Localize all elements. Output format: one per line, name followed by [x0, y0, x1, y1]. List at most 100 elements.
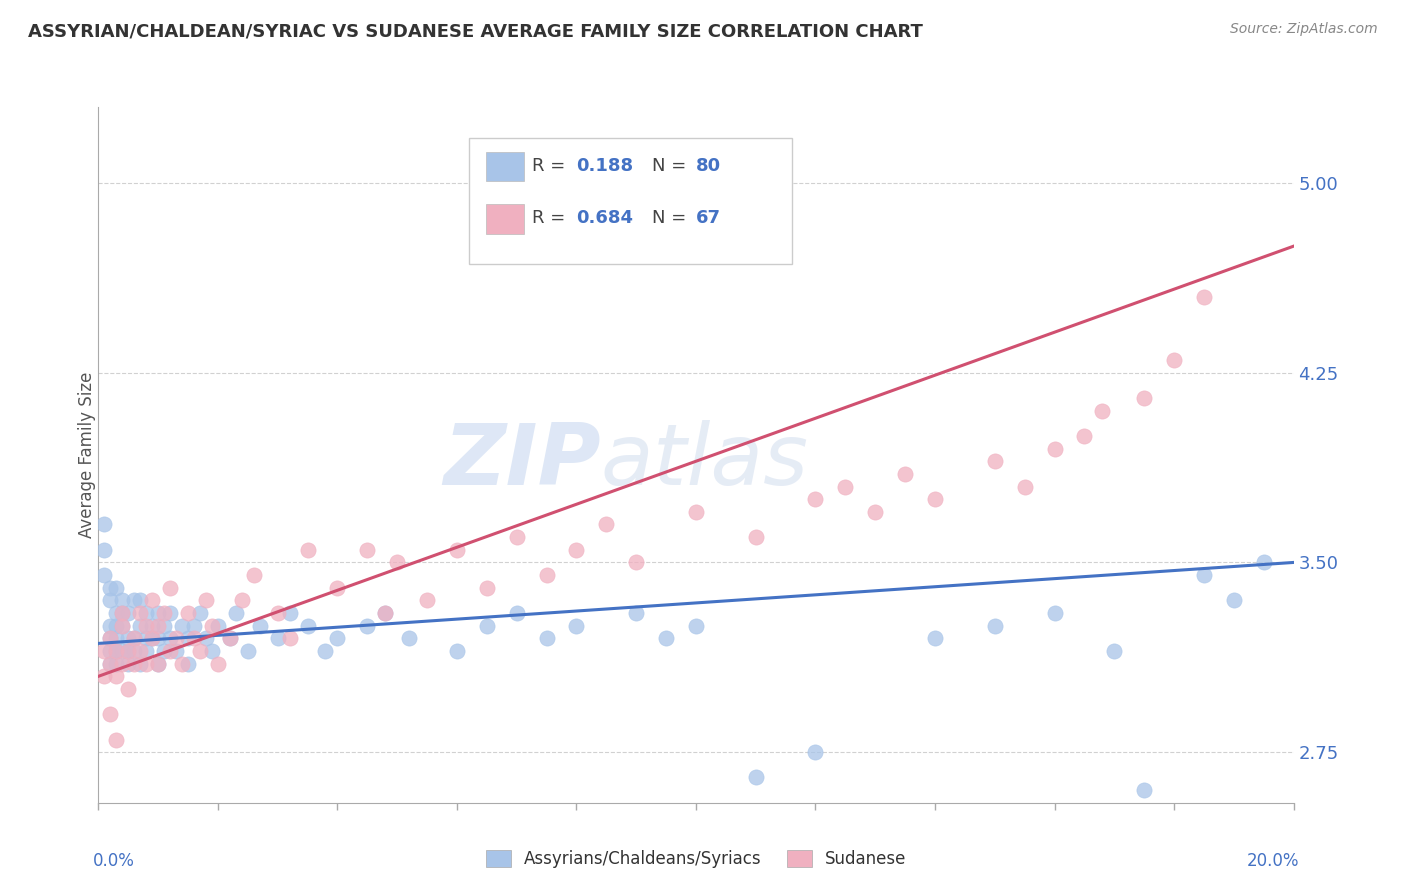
Point — [188, 644, 211, 658]
Point — [565, 542, 588, 557]
Point — [243, 568, 266, 582]
Text: N =: N = — [652, 157, 692, 175]
Point — [249, 618, 271, 632]
Point — [100, 581, 122, 595]
Point — [100, 644, 122, 658]
Point — [129, 606, 152, 620]
Text: R =: R = — [533, 210, 571, 227]
Point — [267, 606, 290, 620]
Point — [159, 581, 181, 595]
Point — [172, 657, 194, 671]
Point — [141, 593, 163, 607]
Point — [105, 606, 128, 620]
FancyBboxPatch shape — [485, 153, 524, 181]
Point — [100, 618, 122, 632]
Point — [1163, 353, 1185, 368]
Point — [100, 707, 122, 722]
Point — [326, 632, 349, 646]
Point — [207, 618, 229, 632]
Point — [1104, 644, 1126, 658]
Point — [1043, 442, 1066, 456]
Point — [626, 606, 648, 620]
Point — [278, 632, 301, 646]
Point — [135, 618, 157, 632]
Point — [159, 644, 181, 658]
Point — [141, 632, 163, 646]
Point — [297, 618, 319, 632]
Point — [111, 606, 134, 620]
Point — [93, 517, 115, 532]
Point — [475, 618, 498, 632]
Point — [105, 669, 128, 683]
Point — [416, 593, 439, 607]
Point — [111, 593, 134, 607]
Point — [93, 568, 115, 582]
Point — [117, 681, 139, 696]
Point — [129, 618, 152, 632]
Point — [124, 593, 146, 607]
Point — [159, 632, 181, 646]
Point — [105, 644, 128, 658]
Point — [398, 632, 420, 646]
Point — [93, 542, 115, 557]
Point — [111, 657, 134, 671]
Point — [172, 618, 194, 632]
Point — [148, 632, 170, 646]
Point — [984, 618, 1007, 632]
Point — [536, 632, 558, 646]
Text: 0.684: 0.684 — [576, 210, 634, 227]
Point — [100, 632, 122, 646]
Point — [834, 479, 856, 493]
Point — [385, 556, 409, 570]
Point — [894, 467, 917, 481]
Point — [93, 669, 115, 683]
Point — [105, 581, 128, 595]
Point — [165, 632, 187, 646]
Point — [225, 606, 247, 620]
Point — [148, 618, 170, 632]
Point — [105, 618, 128, 632]
Point — [117, 644, 139, 658]
Point — [201, 618, 224, 632]
Point — [129, 644, 152, 658]
Point — [315, 644, 337, 658]
Point — [141, 618, 163, 632]
Point — [177, 606, 200, 620]
Point — [111, 618, 134, 632]
Point — [135, 632, 157, 646]
Point — [1133, 783, 1156, 797]
Point — [565, 618, 588, 632]
Point — [117, 657, 139, 671]
Point — [135, 644, 157, 658]
Point — [124, 632, 146, 646]
Point — [100, 632, 122, 646]
Point — [1073, 429, 1095, 443]
Point — [148, 657, 170, 671]
Point — [924, 492, 946, 507]
Point — [655, 632, 678, 646]
Text: 0.0%: 0.0% — [93, 852, 135, 870]
Point — [195, 632, 218, 646]
Point — [595, 517, 617, 532]
Text: Source: ZipAtlas.com: Source: ZipAtlas.com — [1230, 22, 1378, 37]
Point — [183, 618, 205, 632]
Point — [475, 581, 498, 595]
Point — [148, 606, 170, 620]
Point — [153, 606, 176, 620]
Point — [1192, 568, 1215, 582]
Point — [924, 632, 946, 646]
Point — [105, 732, 128, 747]
Point — [135, 657, 157, 671]
Point — [297, 542, 319, 557]
Point — [111, 644, 134, 658]
Point — [219, 632, 242, 646]
Point — [105, 644, 128, 658]
Text: ZIP: ZIP — [443, 420, 600, 503]
Point — [165, 644, 187, 658]
Point — [745, 530, 768, 544]
Point — [111, 606, 134, 620]
Point — [177, 632, 200, 646]
Point — [804, 745, 827, 759]
Point — [195, 593, 218, 607]
Point — [159, 606, 181, 620]
